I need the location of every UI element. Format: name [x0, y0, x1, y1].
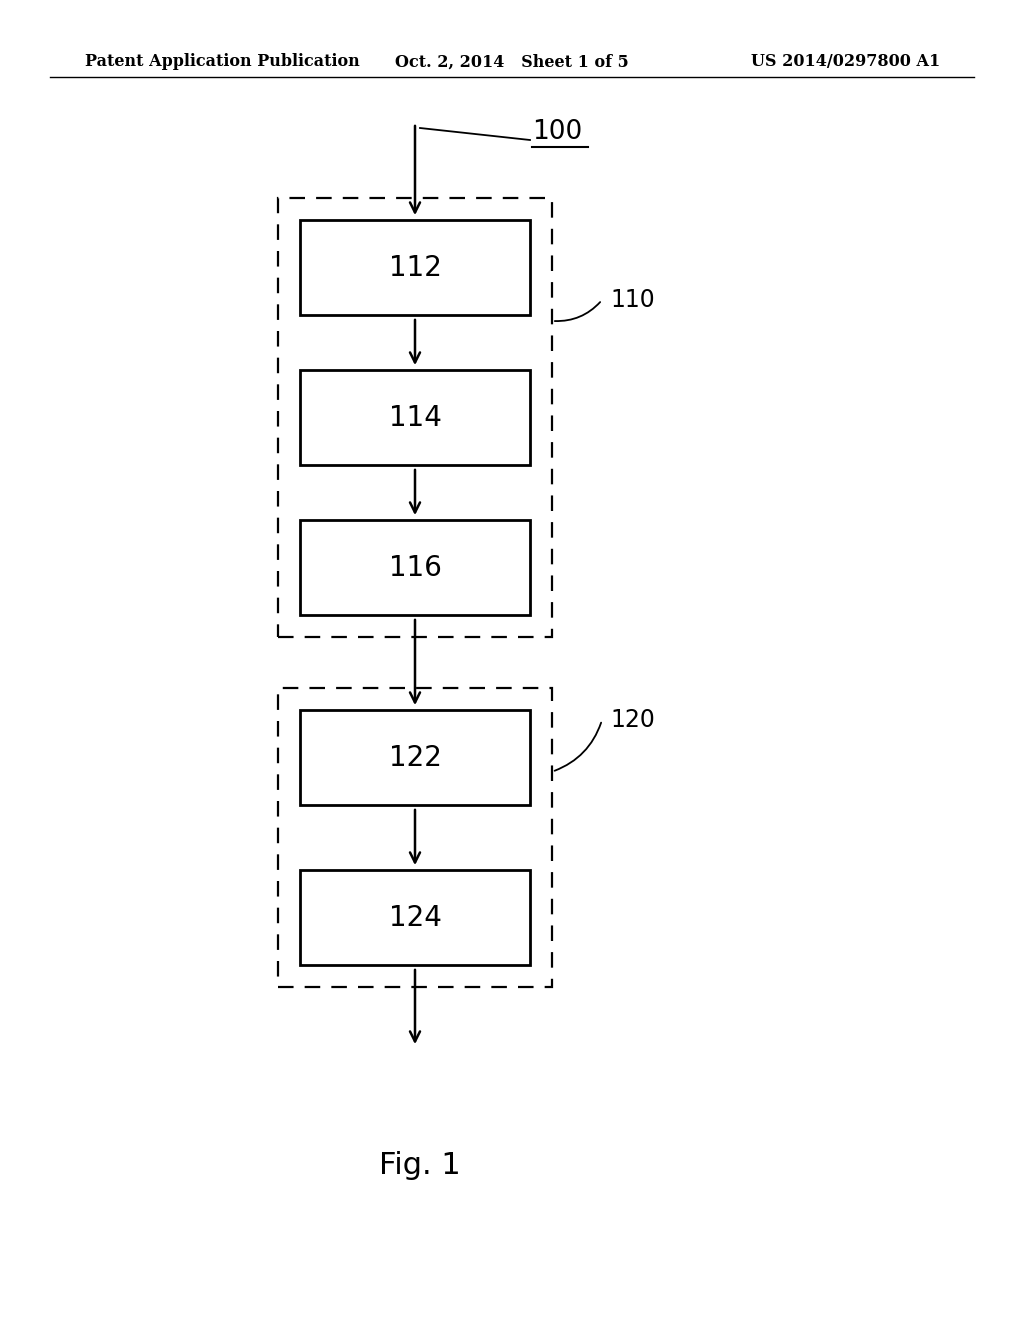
Bar — [278, 688, 552, 987]
Text: 120: 120 — [610, 708, 655, 733]
Bar — [300, 520, 530, 615]
Text: 114: 114 — [388, 404, 441, 432]
Bar — [278, 198, 552, 638]
Text: Fig. 1: Fig. 1 — [379, 1151, 461, 1180]
Bar — [300, 710, 530, 805]
Text: US 2014/0297800 A1: US 2014/0297800 A1 — [751, 54, 940, 70]
Text: 100: 100 — [532, 119, 583, 145]
Text: Patent Application Publication: Patent Application Publication — [85, 54, 359, 70]
Bar — [300, 370, 530, 465]
Text: 112: 112 — [388, 253, 441, 281]
Text: 124: 124 — [388, 903, 441, 932]
Bar — [300, 870, 530, 965]
Text: 116: 116 — [388, 553, 441, 582]
Text: Oct. 2, 2014   Sheet 1 of 5: Oct. 2, 2014 Sheet 1 of 5 — [395, 54, 629, 70]
Text: 110: 110 — [610, 288, 654, 312]
Text: 122: 122 — [388, 743, 441, 771]
Bar — [300, 220, 530, 315]
